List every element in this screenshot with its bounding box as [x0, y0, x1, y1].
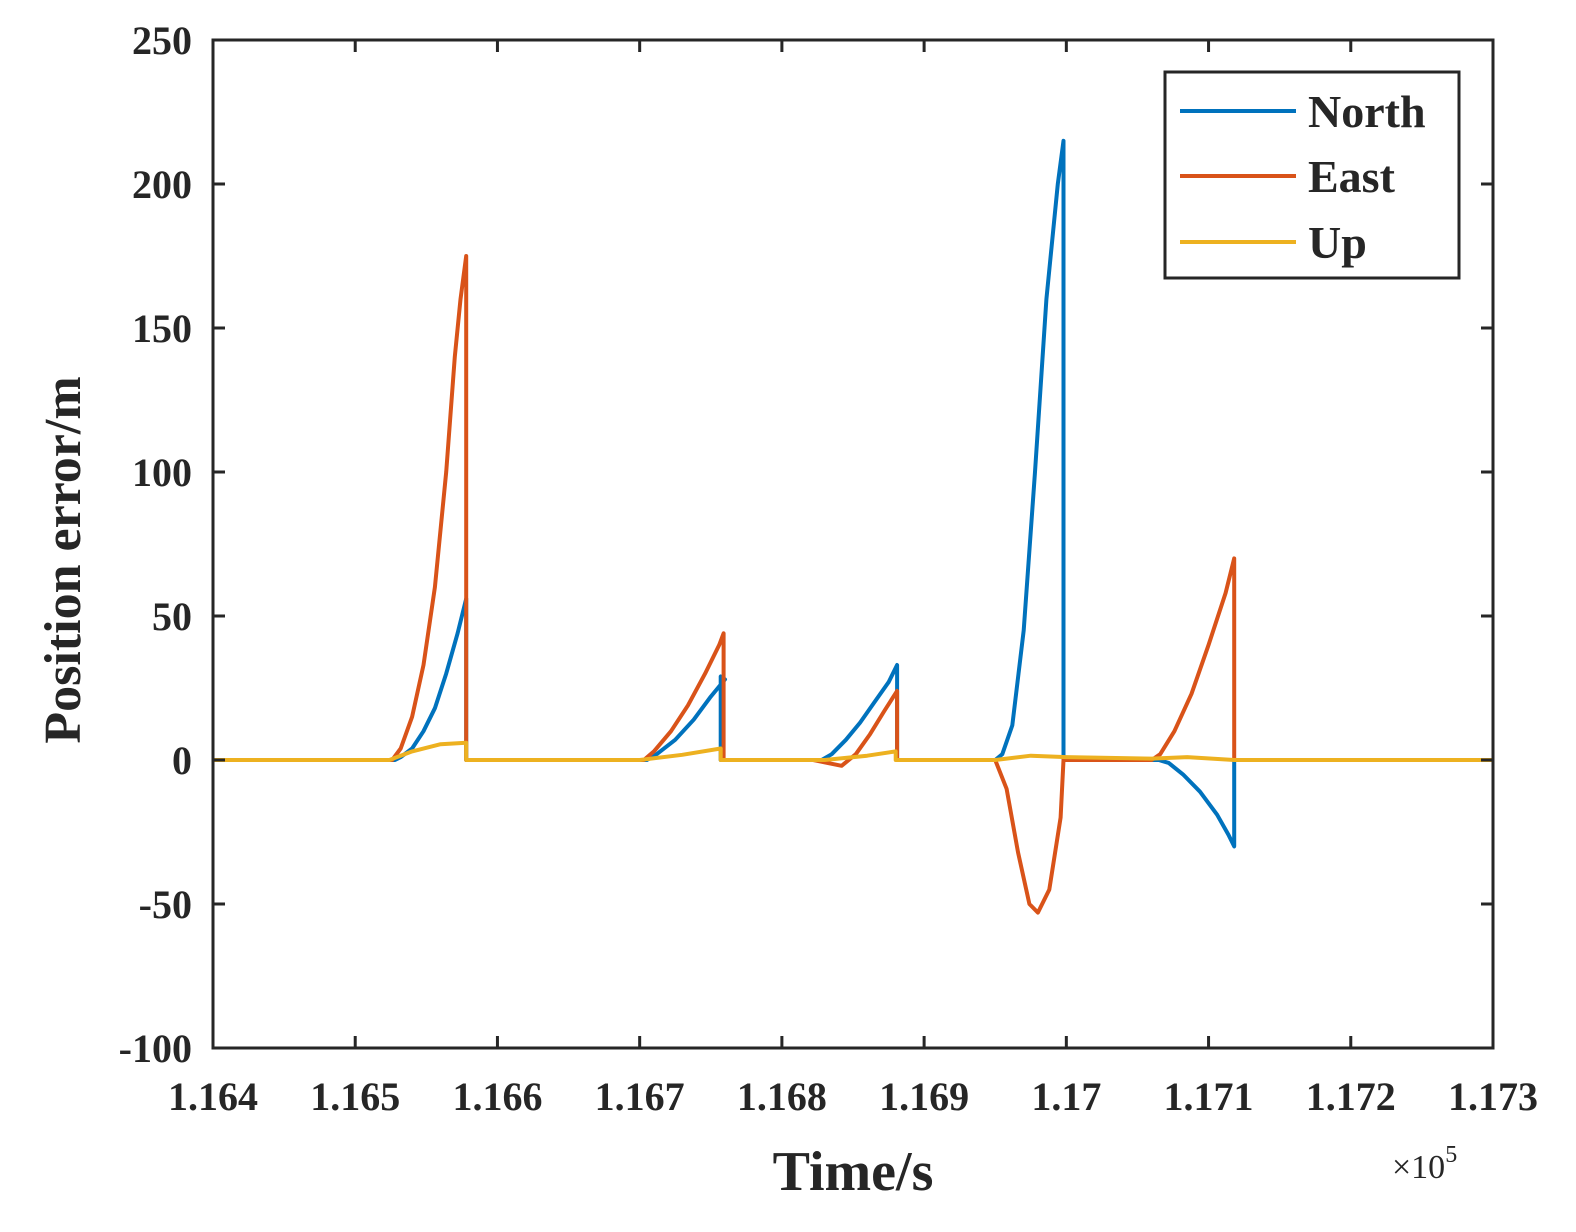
x-axis-multiplier: ×105: [1392, 1142, 1457, 1186]
x-tick-label: 1.171: [1164, 1074, 1254, 1119]
y-tick-label: 100: [132, 450, 192, 495]
x-tick-label: 1.168: [737, 1074, 827, 1119]
x-tick-label: 1.17: [1031, 1074, 1101, 1119]
x-tick-label: 1.165: [310, 1074, 400, 1119]
legend-label-up: Up: [1308, 217, 1367, 268]
y-axis-label: Position error/m: [35, 376, 92, 743]
x-tick-label: 1.166: [452, 1074, 542, 1119]
series-layer: [213, 138, 1493, 915]
x-tick-label: 1.164: [168, 1074, 258, 1119]
series-line-north: [213, 138, 1493, 849]
legend-label-east: East: [1308, 151, 1396, 202]
x-axis-label: Time/s: [773, 1141, 934, 1203]
y-tick-label: 150: [132, 306, 192, 351]
y-tick-label: 200: [132, 162, 192, 207]
y-tick-label: 250: [132, 18, 192, 63]
x-tick-label: 1.167: [595, 1074, 685, 1119]
tick-layer: 1.164 1.165 1.166 1.167 1.168 1.169 1.17 1.171 1…: [119, 18, 1538, 1119]
plot-area-frame: [211, 38, 1495, 1050]
legend-label-north: North: [1308, 86, 1426, 137]
x-axis-multiplier-exponent: 5: [1445, 1142, 1457, 1168]
y-tick-label: 50: [152, 594, 192, 639]
y-tick-label: -50: [139, 882, 192, 927]
legend: North East Up: [1163, 70, 1461, 280]
x-tick-label: 1.173: [1448, 1074, 1538, 1119]
y-tick-label: 0: [172, 738, 192, 783]
series-line-east: [213, 254, 1493, 915]
x-axis-multiplier-base: ×10: [1392, 1149, 1445, 1186]
x-tick-label: 1.169: [879, 1074, 969, 1119]
y-tick-label: -100: [119, 1026, 192, 1071]
series-line-up: [213, 740, 1493, 762]
x-tick-label: 1.172: [1306, 1074, 1396, 1119]
